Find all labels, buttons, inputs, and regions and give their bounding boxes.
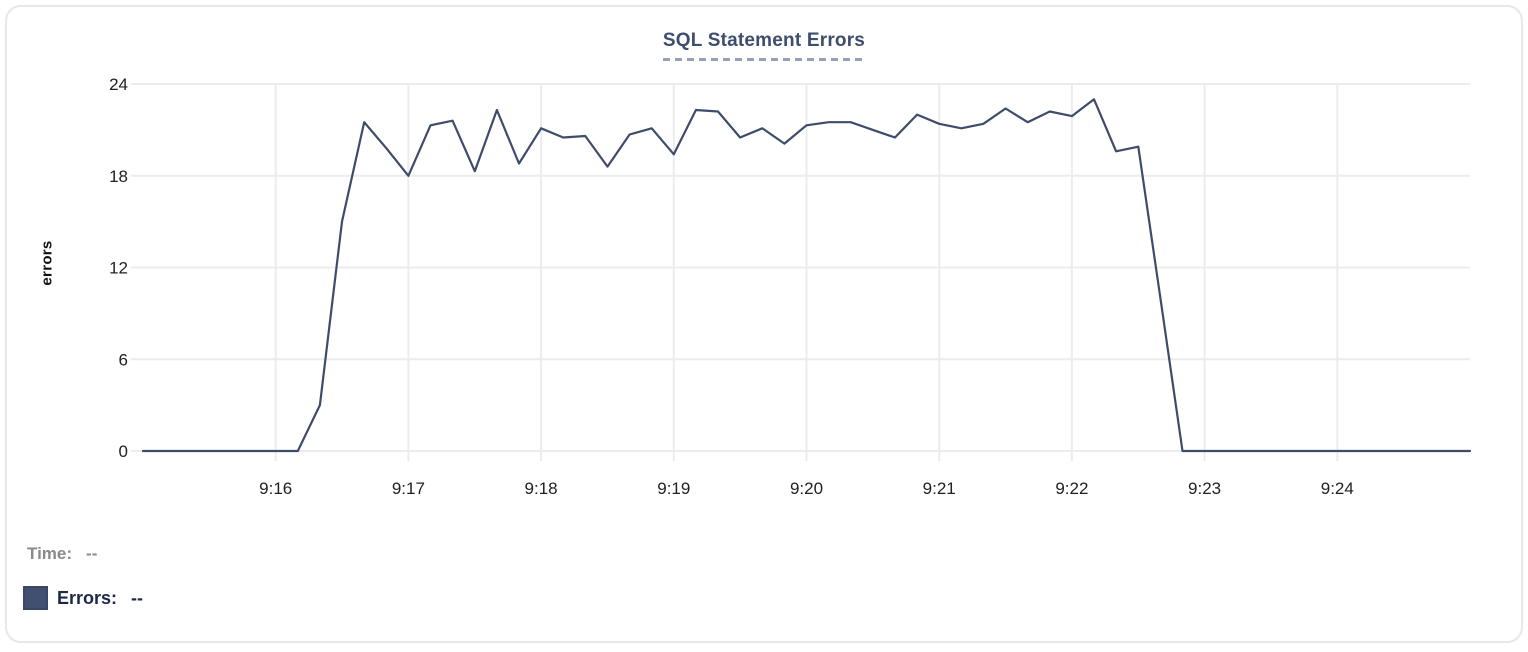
errors-series-swatch-icon [23, 586, 48, 610]
tooltip-time-label: Time: [27, 544, 73, 563]
errors-series-line [141, 98, 1472, 453]
x-tick-label: 9:18 [525, 479, 558, 498]
x-tick-label: 9:17 [392, 479, 425, 498]
y-tick-label: 0 [119, 442, 128, 461]
y-tick-label: 18 [109, 167, 128, 186]
chart-card [5, 5, 1523, 643]
x-tick-label: 9:20 [790, 479, 823, 498]
y-tick-label: 6 [119, 350, 128, 369]
y-axis-label: errors [38, 240, 56, 286]
tooltip-time-value: -- [86, 544, 98, 563]
y-tick-label: 24 [109, 75, 128, 94]
x-tick-label: 9:24 [1321, 479, 1354, 498]
x-tick-label: 9:19 [657, 479, 690, 498]
title-dashed-underline [662, 58, 866, 61]
x-tick-label: 9:23 [1188, 479, 1221, 498]
x-tick-label: 9:21 [923, 479, 956, 498]
tooltip-errors-row: Errors: -- [23, 586, 143, 610]
y-tick-label: 12 [109, 259, 128, 278]
x-tick-label: 9:16 [259, 479, 292, 498]
tooltip-errors-value: -- [131, 587, 144, 608]
chart-title[interactable]: SQL Statement Errors [662, 30, 866, 61]
tooltip-errors-label: Errors: [57, 587, 118, 608]
tooltip-time-row: Time: -- [27, 544, 97, 564]
x-tick-label: 9:22 [1055, 479, 1088, 498]
chart-title-text: SQL Statement Errors [662, 30, 866, 51]
